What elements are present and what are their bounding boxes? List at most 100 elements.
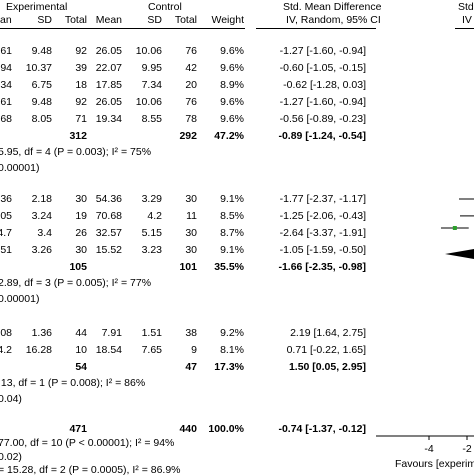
- favours-label: Favours [experim: [395, 458, 474, 470]
- cell-total-c: 11: [186, 209, 197, 222]
- cell-sd-c: 8.55: [141, 112, 162, 125]
- overall-effect-text: 0.00001): [0, 161, 40, 174]
- cell-total-c: 38: [185, 327, 197, 339]
- cell-weight: 9.6%: [220, 61, 244, 74]
- cell-weight: 8.9%: [220, 78, 244, 91]
- cell-mean-c: 32.57: [95, 226, 122, 239]
- subtotal-total-e: 54: [75, 360, 87, 373]
- cell-weight: 9.1%: [220, 193, 244, 205]
- overall-effect-text: 0.02): [0, 451, 22, 463]
- cell-mean-c: 70.68: [95, 209, 122, 222]
- overall-heterogeneity-text: 77.00, df = 10 (P < 0.00001); I² = 94%: [0, 437, 175, 449]
- cell-mean-e: 05: [0, 209, 12, 222]
- cell-ci: -1.25 [-2.06, -0.43]: [279, 209, 366, 222]
- col-sd-c: SD: [147, 14, 162, 26]
- cell-total-e: 92: [75, 45, 87, 57]
- cell-mean-e: 68: [0, 112, 12, 125]
- overall-effect-text: 0.00001): [0, 292, 40, 305]
- cell-total-c: 30: [185, 193, 197, 205]
- cell-total-c: 76: [185, 95, 197, 108]
- cell-weight: 9.6%: [220, 45, 244, 57]
- cell-mean-e: 51: [0, 243, 12, 256]
- cell-total-e: 44: [75, 327, 87, 339]
- cell-sd-e: 16.28: [25, 343, 52, 356]
- subtotal-total-c: 47: [185, 360, 197, 373]
- heterogeneity-text: 5.95, df = 4 (P = 0.003); I² = 75%: [0, 145, 152, 158]
- subtotal-ci: -1.66 [-2.35, -0.98]: [278, 260, 366, 273]
- cell-ci: -1.27 [-1.60, -0.94]: [279, 95, 366, 108]
- cell-mean-c: 26.05: [95, 95, 122, 108]
- cell-weight: 8.1%: [220, 343, 244, 356]
- col-mean-c: Mean: [95, 14, 122, 26]
- cell-ci: -1.77 [-2.37, -1.17]: [279, 193, 366, 205]
- cell-sd-c: 10.06: [135, 45, 162, 57]
- overall-effect-text: 0.04): [0, 392, 22, 405]
- cell-sd-e: 9.48: [31, 95, 52, 108]
- subtotal-total-c: 292: [179, 129, 197, 142]
- cell-sd-e: 3.24: [31, 209, 52, 222]
- subtotal-ci: 1.50 [0.05, 2.95]: [288, 360, 366, 373]
- cell-mean-c: 17.85: [95, 78, 122, 91]
- cell-sd-e: 10.37: [25, 61, 52, 74]
- cell-ci: -2.64 [-3.37, -1.91]: [279, 226, 366, 239]
- col-total-e: Total: [64, 14, 87, 26]
- cell-mean-c: 18.54: [95, 343, 122, 356]
- cell-total-e: 71: [75, 112, 87, 125]
- cell-sd-c: 1.51: [141, 327, 162, 339]
- cell-ci: -1.05 [-1.59, -0.50]: [279, 243, 366, 256]
- cell-total-e: 39: [75, 61, 87, 74]
- subtotal-total-e: 105: [69, 260, 87, 273]
- cell-mean-e: 36: [0, 193, 12, 205]
- cell-sd-e: 1.36: [31, 327, 52, 339]
- cell-weight: 9.1%: [220, 243, 244, 256]
- cell-total-c: 42: [185, 61, 197, 74]
- cell-weight: 8.7%: [220, 226, 244, 239]
- cell-total-e: 18: [75, 78, 87, 91]
- cell-ci: -1.27 [-1.60, -0.94]: [279, 45, 366, 57]
- cell-total-e: 30: [75, 193, 87, 205]
- cell-ci: -0.56 [-0.89, -0.23]: [279, 112, 366, 125]
- cell-sd-e: 2.18: [31, 193, 52, 205]
- header-underline-left: [0, 28, 245, 29]
- cell-total-c: 30: [185, 226, 197, 239]
- cell-sd-e: 9.48: [31, 45, 52, 57]
- cell-mean-e: 4.2: [0, 343, 12, 356]
- overall-total-c: 440: [179, 423, 197, 435]
- subtotal-total-c: 101: [179, 260, 197, 273]
- cell-mean-c: 19.34: [95, 112, 122, 125]
- header-underline-ci: [256, 28, 376, 29]
- cell-mean-e: 4.7: [0, 226, 12, 239]
- cell-mean-c: 54.36: [95, 193, 122, 205]
- overall-weight: 100.0%: [208, 423, 244, 435]
- heterogeneity-text: .13, df = 1 (P = 0.008); I² = 86%: [0, 376, 146, 389]
- cell-total-c: 9: [191, 343, 197, 356]
- x-axis-tick-label: -4: [424, 443, 433, 455]
- cell-mean-c: 26.05: [95, 45, 122, 57]
- cell-mean-e: 08: [0, 327, 12, 339]
- cell-sd-e: 3.26: [31, 243, 52, 256]
- cell-ci: -0.62 [-1.28, 0.03]: [283, 78, 366, 91]
- cell-sd-e: 6.75: [31, 78, 52, 91]
- cell-mean-e: 61: [0, 45, 12, 57]
- subtotal-weight: 47.2%: [214, 129, 244, 142]
- cell-sd-c: 10.06: [135, 95, 162, 108]
- col-weight: Weight: [211, 14, 245, 26]
- cell-mean-e: 61: [0, 95, 12, 108]
- cell-total-c: 78: [185, 112, 197, 125]
- cell-total-c: 30: [185, 243, 197, 256]
- cell-ci: -0.60 [-1.05, -0.15]: [279, 61, 366, 74]
- right-iv-header: IV: [462, 14, 472, 26]
- smd-subheader: IV, Random, 95% CI: [286, 14, 381, 26]
- cell-mean-e: 34: [0, 78, 12, 91]
- cell-weight: 9.6%: [220, 95, 244, 108]
- cell-weight: 8.5%: [220, 209, 244, 222]
- subgroup-difference-text: = 15.28, df = 2 (P = 0.0005), I² = 86.9%: [0, 464, 181, 476]
- cell-total-e: 92: [75, 95, 87, 108]
- cell-sd-e: 8.05: [31, 112, 52, 125]
- cell-sd-c: 7.65: [141, 343, 162, 356]
- cell-sd-c: 3.23: [141, 243, 162, 256]
- cell-mean-c: 7.91: [101, 327, 122, 339]
- subtotal-diamond: [445, 249, 474, 259]
- cell-sd-c: 4.2: [147, 209, 162, 222]
